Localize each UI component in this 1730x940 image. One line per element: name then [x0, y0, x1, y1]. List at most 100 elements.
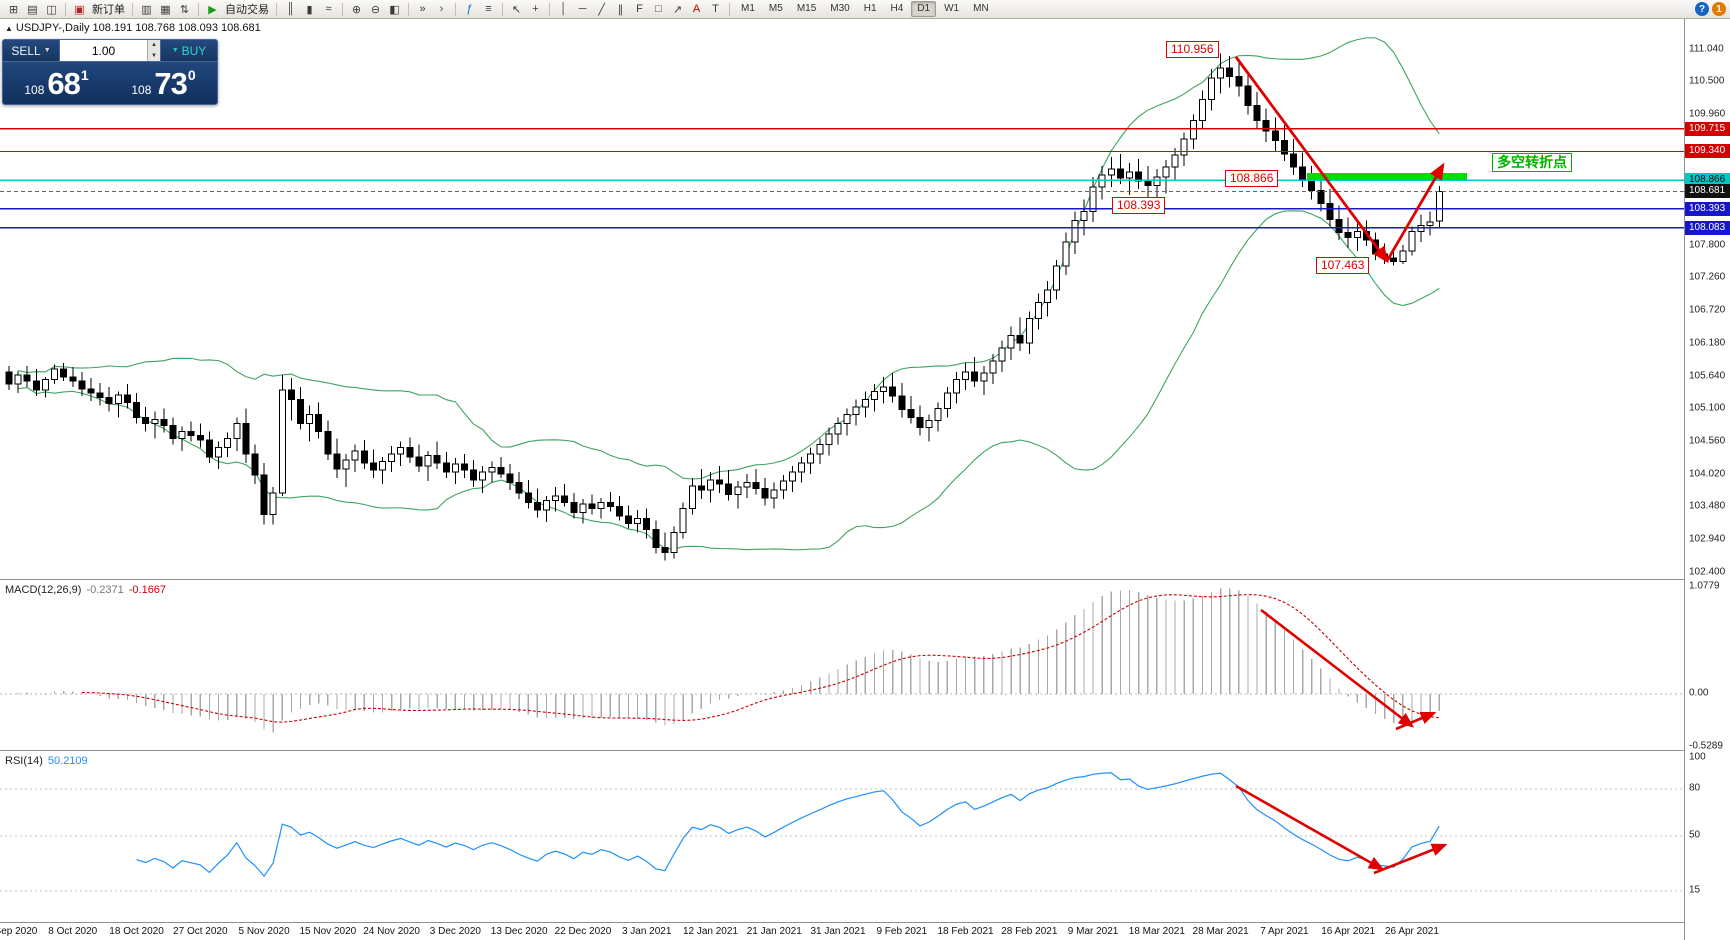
terminal-icon[interactable]: ▦ — [160, 3, 171, 16]
trend-arrow[interactable] — [1395, 711, 1437, 731]
toolbar-separator — [198, 2, 199, 16]
price-flag-108.681: 108.681 — [1685, 184, 1730, 199]
trend-arrow[interactable] — [1235, 784, 1385, 871]
price-flag-108.083: 108.083 — [1685, 220, 1730, 235]
new-order-button[interactable]: ▣ — [74, 3, 85, 16]
price-flag-109.340: 109.340 — [1685, 144, 1730, 159]
help-icon[interactable]: ? — [1695, 2, 1709, 16]
volume-input[interactable] — [60, 40, 160, 61]
timeframe-h4-button[interactable]: H4 — [890, 3, 904, 14]
trend-arrow[interactable] — [1373, 843, 1448, 875]
new-order-button-label[interactable]: 新订单 — [92, 4, 125, 16]
zone-annotation-label[interactable]: 多空转折点 — [1492, 153, 1572, 172]
chart-title-text: USDJPY-,Daily 108.191 108.768 108.093 10… — [15, 22, 261, 34]
volume-box: ▲ ▼ — [60, 40, 160, 61]
price-axis[interactable]: 111.040 110.500 109.960 107.800 107.260 106.7… — [1684, 19, 1730, 940]
trendline-icon[interactable]: ╱ — [598, 3, 605, 16]
toolbar-separator — [342, 2, 343, 16]
price-flag-108.393: 108.393 — [1685, 201, 1730, 216]
price-tick: 105.640 — [1689, 370, 1726, 382]
navigator-icon[interactable]: ▥ — [141, 3, 152, 16]
objects-list-icon[interactable]: ≡ — [485, 3, 492, 15]
price-annotation-108.393[interactable]: 108.393 — [1112, 197, 1166, 214]
timeframe-m15-button[interactable]: M15 — [796, 3, 817, 14]
timeframe-mn-button[interactable]: MN — [973, 3, 989, 14]
new-chart-icon[interactable]: ⊞ — [8, 3, 19, 16]
arrows-icon[interactable]: ↗ — [672, 3, 683, 16]
alert-badge[interactable]: 1 — [1712, 2, 1726, 16]
timeframe-w1-button[interactable]: W1 — [944, 3, 960, 14]
macd-histogram — [17, 588, 1440, 733]
auto-scroll-icon[interactable]: » — [419, 3, 426, 15]
main-chart-pane[interactable]: ▲ USDJPY-,Daily 108.191 108.768 108.093 1… — [0, 19, 1684, 579]
crosshair-icon[interactable]: + — [532, 3, 539, 15]
date-label: 9 Feb 2021 — [876, 926, 928, 937]
volume-up-button[interactable]: ▲ — [148, 40, 160, 51]
channel-icon[interactable]: ∥ — [617, 3, 624, 16]
buy-button[interactable]: ▼ BUY — [160, 40, 217, 61]
support-zone-bar[interactable] — [1307, 173, 1467, 180]
macd-scale-tick: 1.0779 — [1689, 580, 1720, 592]
candlesticks[interactable] — [5, 53, 1443, 561]
price-tick: 104.560 — [1689, 435, 1726, 447]
price-annotation-110.956[interactable]: 110.956 — [1166, 41, 1219, 58]
date-label: 21 Jan 2021 — [746, 926, 802, 937]
buy-caret-icon: ▼ — [171, 47, 179, 54]
line-chart-icon[interactable]: ≈ — [325, 3, 332, 15]
volume-stepper: ▲ ▼ — [147, 40, 160, 61]
chart-profiles-icon[interactable]: ▤ — [27, 3, 38, 16]
price-annotation-108.866[interactable]: 108.866 — [1225, 170, 1279, 187]
toolbar-separator — [132, 2, 133, 16]
trend-arrow[interactable] — [1234, 56, 1389, 264]
chart-title: ▲ USDJPY-,Daily 108.191 108.768 108.093 1… — [5, 22, 261, 34]
price-flag-109.715: 109.715 — [1685, 121, 1730, 136]
text-icon[interactable]: A — [692, 3, 701, 15]
auto-trading-button-label[interactable]: 自动交易 — [225, 4, 269, 16]
market-watch-icon[interactable]: ◫ — [46, 3, 57, 16]
text-label-icon[interactable]: T — [712, 3, 719, 15]
vertical-line-icon[interactable]: │ — [560, 3, 567, 15]
timeframe-d1-button[interactable]: D1 — [911, 1, 937, 17]
date-label: 5 Nov 2020 — [238, 926, 290, 937]
macd-scale-tick: -0.5289 — [1689, 740, 1723, 751]
auto-trading-button[interactable]: ▶ — [208, 3, 217, 16]
trend-arrow[interactable] — [1385, 162, 1445, 262]
timeframe-m30-button[interactable]: M30 — [830, 3, 850, 14]
trend-arrow[interactable] — [1260, 608, 1415, 728]
date-label: 7 Apr 2021 — [1260, 926, 1309, 937]
fibonacci-icon[interactable]: F — [636, 3, 643, 15]
collapse-trade-panel-icon[interactable]: ▲ — [5, 24, 13, 33]
horizontal-lines[interactable] — [0, 128, 1684, 229]
sell-price[interactable]: 108 68 1 — [24, 65, 89, 101]
toolbar-separator — [455, 2, 456, 16]
time-axis[interactable]: 29 Sep 2020 8 Oct 2020 18 Oct 2020 27 Oct 2… — [0, 922, 1684, 940]
candlestick-chart-icon[interactable]: ▮ — [306, 3, 313, 16]
strategy-tester-icon[interactable]: ⇅ — [179, 3, 190, 16]
price-tick: 110.500 — [1689, 75, 1725, 87]
indicators-icon[interactable]: ƒ — [466, 3, 473, 15]
timeframe-m1-button[interactable]: M1 — [741, 3, 755, 14]
zoom-in-icon[interactable]: ⊕ — [351, 3, 362, 16]
price-tick: 102.400 — [1689, 566, 1726, 578]
bar-chart-icon[interactable]: ║ — [286, 3, 295, 15]
sell-button[interactable]: SELL ▼ — [3, 40, 60, 61]
volume-down-button[interactable]: ▼ — [148, 50, 160, 61]
buy-price[interactable]: 108 73 0 — [131, 65, 196, 101]
date-label: 8 Oct 2020 — [48, 926, 98, 937]
timeframe-h1-button[interactable]: H1 — [863, 3, 877, 14]
rsi-pane[interactable]: RSI(14) 50.2109 — [0, 750, 1684, 922]
price-annotation-107.463[interactable]: 107.463 — [1316, 257, 1370, 274]
cursor-icon[interactable]: ↖ — [511, 3, 522, 16]
chart-shift-icon[interactable]: › — [439, 3, 444, 15]
shapes-icon[interactable]: □ — [655, 3, 662, 15]
horizontal-line-icon[interactable]: ─ — [578, 3, 587, 15]
toolbar-separator — [276, 2, 277, 16]
tile-windows-icon[interactable]: ◧ — [389, 3, 400, 16]
toolbar-separator — [502, 2, 503, 16]
date-label: 9 Mar 2021 — [1067, 926, 1119, 937]
timeframe-m5-button[interactable]: M5 — [768, 3, 783, 14]
zoom-out-icon[interactable]: ⊖ — [370, 3, 381, 16]
price-tick: 107.260 — [1689, 271, 1726, 283]
macd-pane[interactable]: MACD(12,26,9) -0.2371 -0.1667 — [0, 579, 1684, 750]
